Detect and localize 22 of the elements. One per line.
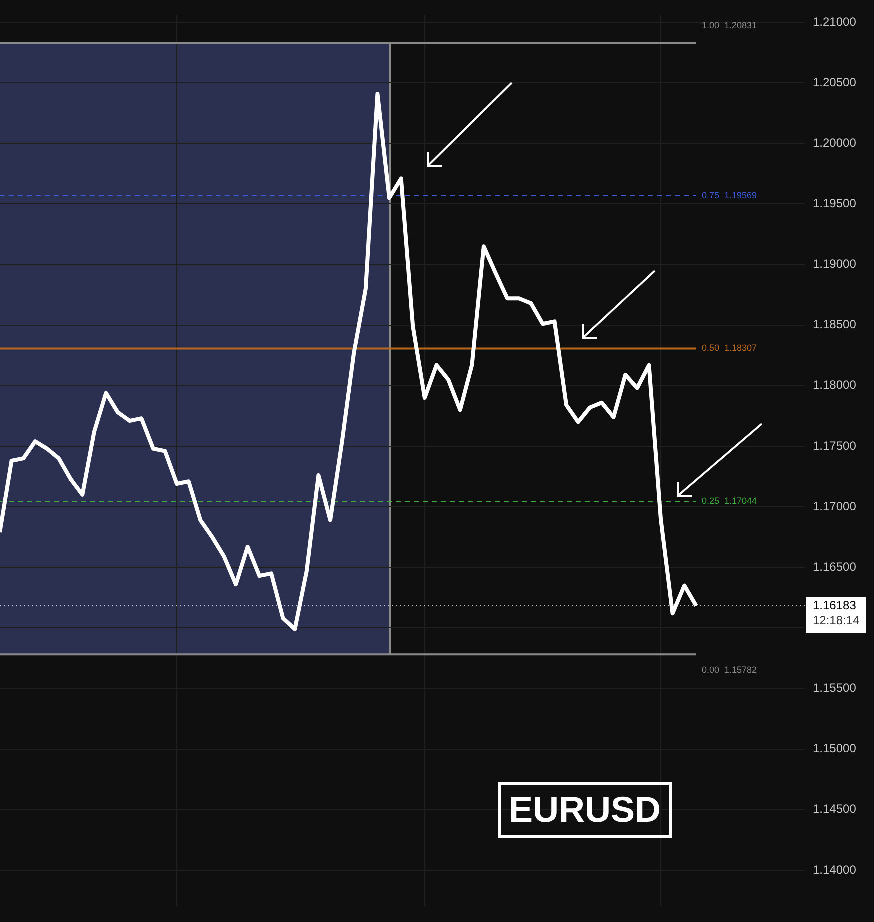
y-tick-label: 1.17500 [813,438,857,453]
y-tick-label: 1.17000 [813,499,857,514]
y-tick-label: 1.14000 [813,862,857,877]
ref-line-label: 1.16183 [813,598,857,612]
ref-line-label: 0.50 1.18307 [702,343,757,354]
y-tick-label: 1.18500 [813,318,857,332]
y-tick-label: 1.20000 [813,136,857,150]
y-tick-label: 1.20500 [813,75,857,90]
y-tick-label: 1.16500 [813,560,857,574]
y-tick-label: 1.15000 [813,742,857,756]
y-tick-label: 1.21000 [813,14,857,29]
ref-line-label: 0.75 1.19569 [702,190,757,200]
ref-line-label: 1.00 1.20831 [702,20,757,30]
ref-line-label: 0.25 1.17044 [702,496,757,506]
annotation: EURUSD [498,782,672,838]
y-tick-label: 1.14500 [813,802,857,816]
y-tick-label: 1.19000 [813,257,857,272]
y-tick-label: 1.18000 [813,378,857,392]
y-tick-label: 1.19500 [813,196,857,210]
ref-line-label: 0.00 1.15782 [702,665,757,676]
y-tick-label: 1.15500 [813,681,857,696]
text: 12:18:14 [813,613,860,628]
